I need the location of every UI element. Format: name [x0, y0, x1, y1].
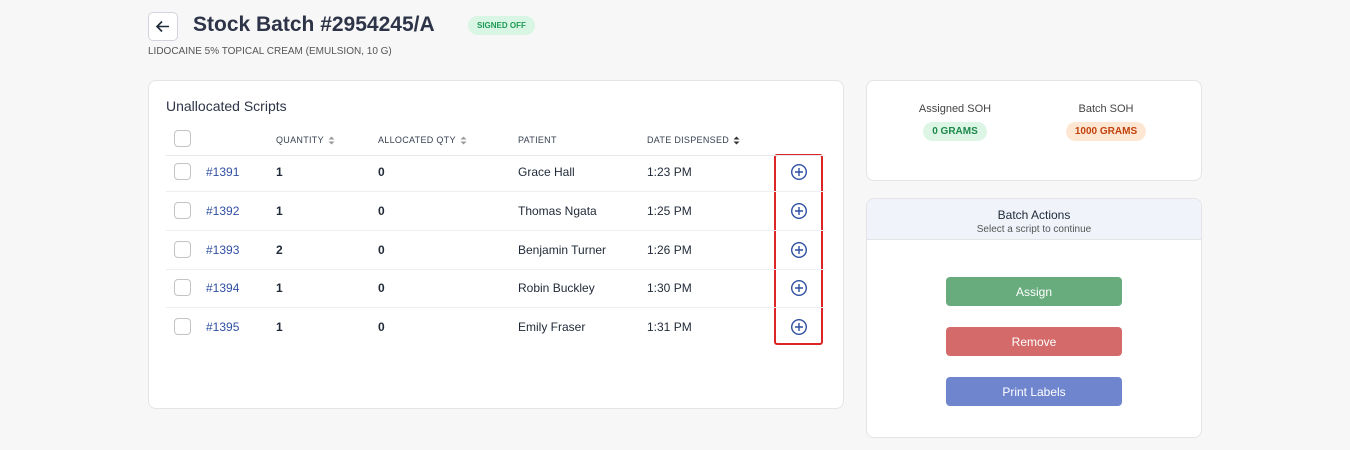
column-header: PATIENT	[518, 135, 557, 145]
add-button[interactable]	[790, 318, 808, 341]
subtitle: LIDOCAINE 5% TOPICAL CREAM (EMULSION, 10…	[148, 46, 392, 57]
date-dispensed: 1:25 PM	[647, 203, 692, 218]
script-id[interactable]: #1392	[206, 203, 240, 218]
add-button[interactable]	[790, 202, 808, 225]
sort-icon	[460, 136, 467, 144]
plus-icon	[790, 202, 808, 219]
quantity: 1	[276, 320, 283, 335]
allocated-qty: 0	[378, 320, 385, 335]
row-divider	[166, 191, 825, 192]
card-title: Unallocated Scripts	[166, 98, 287, 114]
row-checkbox[interactable]	[174, 201, 191, 219]
date-dispensed: 1:26 PM	[647, 242, 692, 257]
date-dispensed: 1:23 PM	[647, 165, 692, 179]
quantity: 1	[276, 165, 283, 179]
row-checkbox[interactable]	[174, 163, 191, 180]
soh-badge: 0 GRAMS	[875, 121, 1035, 141]
action-button[interactable]: Assign	[946, 277, 1122, 306]
patient: Grace Hall	[518, 165, 575, 179]
sort-icon	[328, 136, 335, 144]
status-badge: SIGNED OFF	[468, 16, 535, 35]
column-header[interactable]: QUANTITY	[276, 135, 335, 145]
plus-icon	[790, 319, 808, 336]
script-id[interactable]: #1391	[206, 165, 240, 179]
scripts-card	[148, 80, 844, 409]
select-all-checkbox[interactable]	[174, 130, 191, 147]
allocated-qty: 0	[378, 203, 385, 218]
action-button[interactable]: Remove	[946, 327, 1122, 356]
header-divider	[166, 155, 825, 156]
row-divider	[166, 229, 825, 231]
action-button[interactable]: Print Labels	[946, 377, 1122, 406]
sort-icon	[733, 136, 740, 144]
actions-title: Batch Actions	[997, 208, 1071, 222]
date-dispensed: 1:31 PM	[647, 320, 692, 335]
patient: Emily Fraser	[518, 320, 586, 335]
column-label: QUANTITY	[276, 135, 324, 145]
quantity: 1	[276, 203, 283, 218]
column-label: DATE DISPENSED	[647, 135, 730, 145]
script-id[interactable]: #1395	[206, 320, 240, 335]
row-divider	[166, 307, 825, 309]
plus-icon	[790, 241, 808, 258]
soh-label: Batch SOH	[1078, 103, 1134, 115]
back-icon	[155, 20, 169, 33]
column-header[interactable]: ALLOCATED QTY	[378, 135, 467, 145]
allocated-qty: 0	[378, 242, 385, 257]
soh-value: 1000 GRAMS	[1065, 122, 1147, 141]
plus-icon	[790, 280, 808, 297]
allocated-qty: 0	[378, 165, 385, 179]
soh-value: 0 GRAMS	[923, 122, 987, 141]
date-dispensed: 1:30 PM	[647, 281, 692, 296]
add-button[interactable]	[790, 163, 808, 186]
quantity: 1	[276, 281, 283, 296]
row-checkbox[interactable]	[174, 240, 191, 258]
patient: Benjamin Turner	[518, 242, 607, 257]
soh-badge: 1000 GRAMS	[1026, 121, 1186, 141]
quantity: 2	[276, 242, 283, 257]
allocated-qty: 0	[378, 281, 385, 296]
plus-icon	[790, 163, 808, 181]
soh-card	[866, 80, 1202, 181]
column-label: PATIENT	[518, 135, 557, 145]
patient: Thomas Ngata	[518, 203, 597, 218]
row-checkbox[interactable]	[174, 318, 191, 336]
page-title: Stock Batch #2954245/A	[193, 13, 435, 36]
add-button[interactable]	[790, 241, 808, 264]
back-button[interactable]	[148, 12, 178, 41]
soh-label: Assigned SOH	[918, 103, 992, 115]
row-checkbox[interactable]	[174, 279, 191, 297]
add-button[interactable]	[790, 279, 808, 302]
script-id[interactable]: #1393	[206, 242, 240, 257]
patient: Robin Buckley	[518, 281, 595, 296]
actions-header	[867, 199, 1201, 240]
column-header[interactable]: DATE DISPENSED	[647, 135, 740, 145]
script-id[interactable]: #1394	[206, 281, 240, 296]
actions-subtitle: Select a script to continue	[976, 224, 1092, 235]
row-divider	[166, 268, 825, 270]
column-label: ALLOCATED QTY	[378, 135, 456, 145]
